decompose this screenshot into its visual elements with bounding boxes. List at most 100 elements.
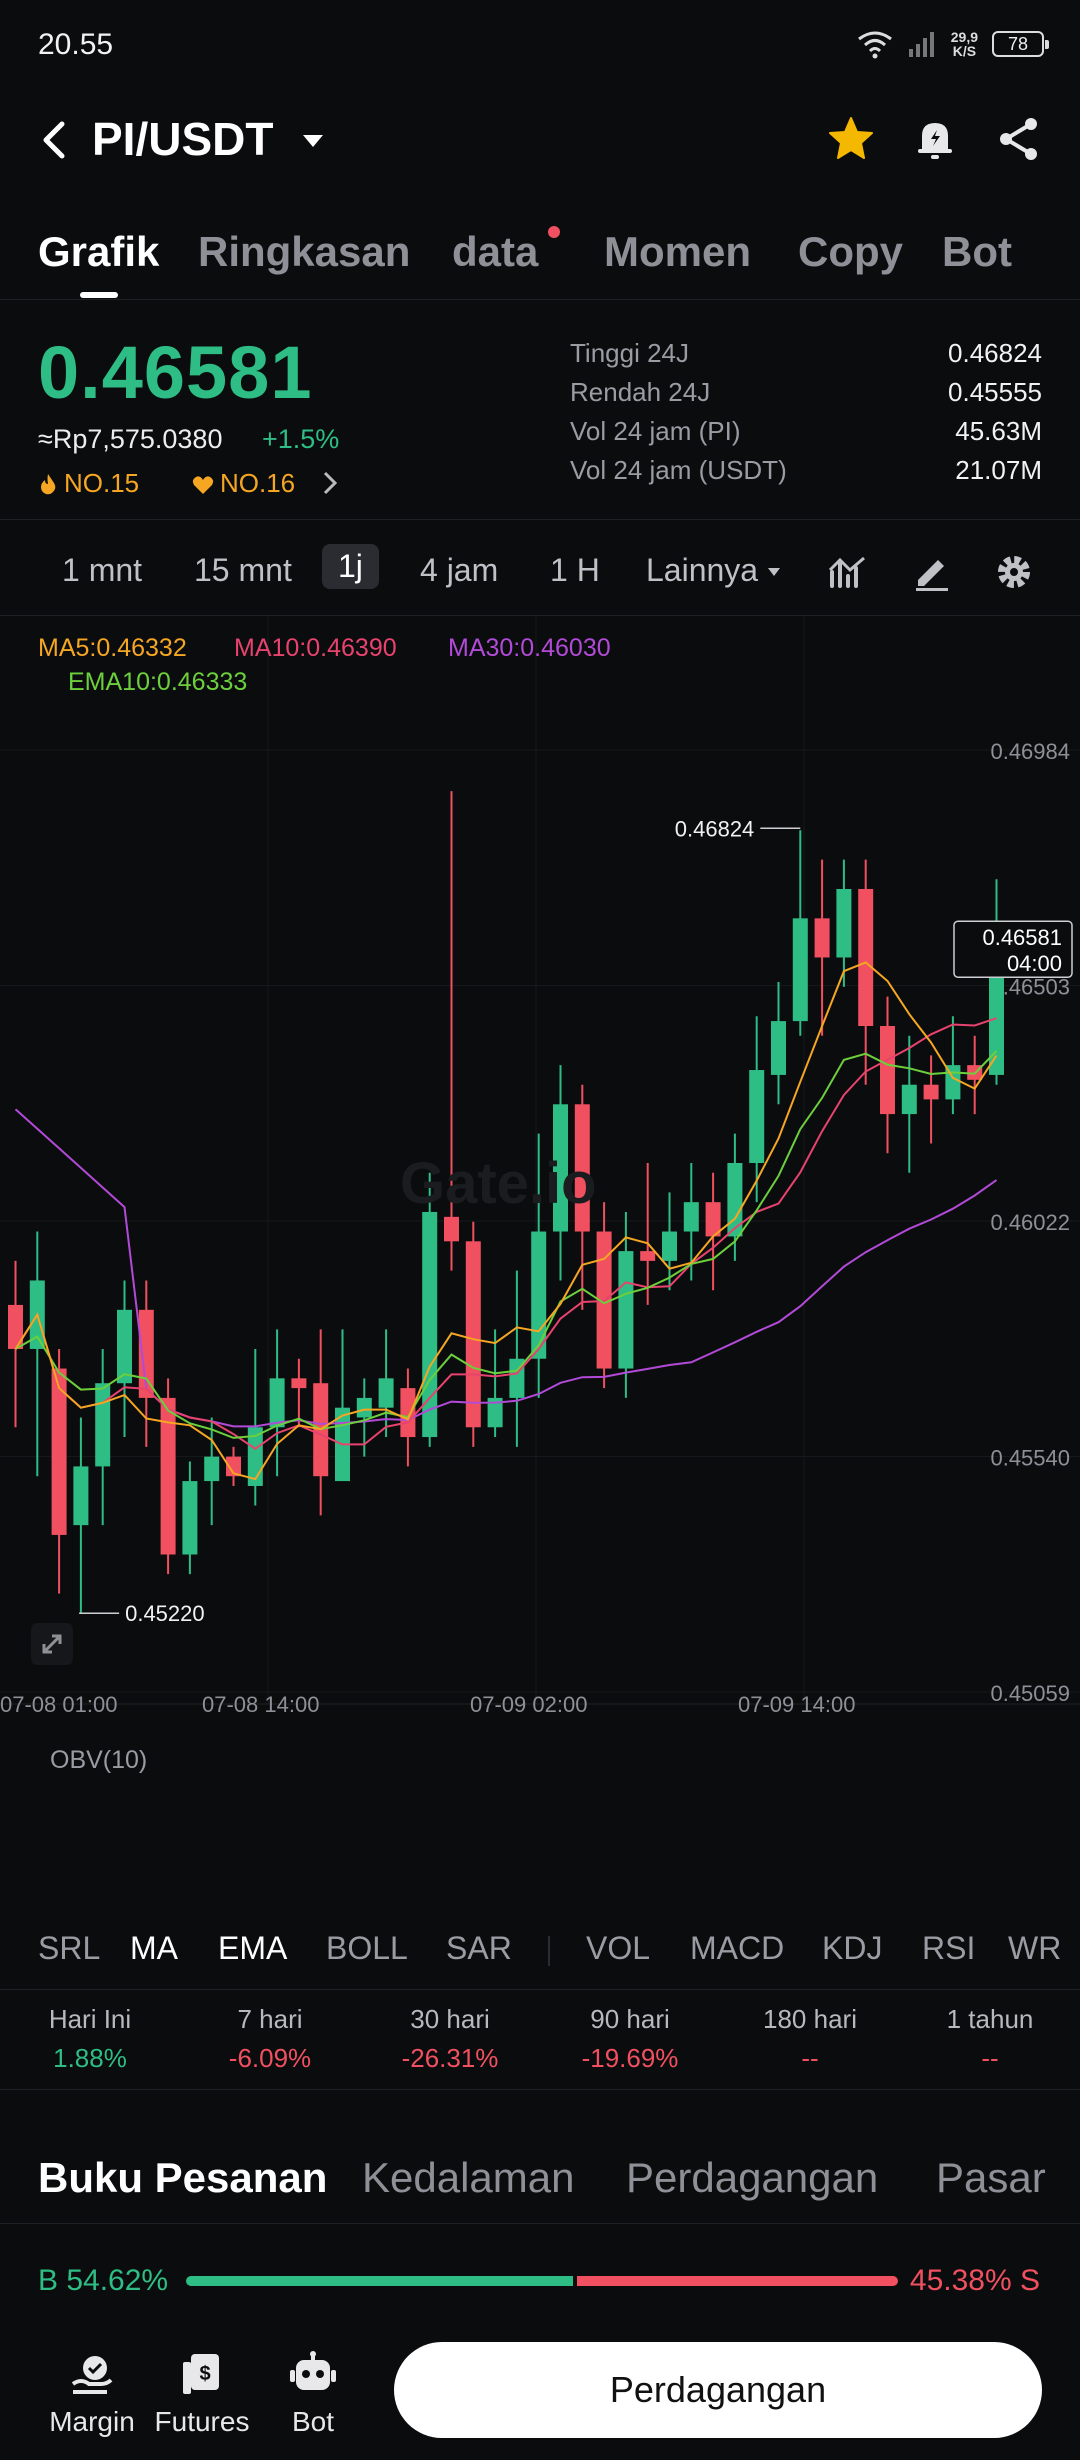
interval-1d[interactable]: 1 H (550, 552, 600, 588)
futures-icon: $ (183, 2354, 219, 2394)
candle-body (749, 1070, 765, 1164)
candle-body (618, 1251, 634, 1369)
indicator-wr[interactable]: WR (1008, 1930, 1062, 1966)
pair-header: PI/USDT (0, 100, 1080, 180)
candle-body (51, 1368, 67, 1535)
candle-body (160, 1397, 176, 1555)
y-tick-label: 0.45059 (990, 1681, 1070, 1706)
share-icon[interactable] (994, 114, 1044, 164)
indicator-kdj[interactable]: KDJ (822, 1930, 883, 1966)
candle-body (792, 918, 808, 1022)
candle-body (531, 1231, 547, 1359)
bottom-nav: Margin $ Futures Bot Perdagangan (0, 2318, 1080, 2460)
idr-price: ≈Rp7,575.0380 (38, 424, 223, 454)
change-percent: +1.5% (262, 424, 340, 454)
candle-body (662, 1231, 677, 1261)
performance-row: Hari Ini 1.88% 7 hari -6.09% 30 hari -26.31… (0, 1990, 1080, 2090)
indicator-ma[interactable]: MA (130, 1930, 178, 1966)
x-tick-label: 07-08 01:00 (0, 1692, 117, 1717)
expand-icon[interactable] (30, 1622, 74, 1666)
x-tick-label: 07-09 14:00 (738, 1692, 855, 1717)
perf-180d: 180 hari -- (763, 2004, 857, 2073)
tab-grafik[interactable]: Grafik (38, 228, 160, 275)
interval-1h[interactable]: 1j (322, 544, 379, 589)
main-tabs: Grafik Ringkasan data Momen Copy Bot (0, 220, 1080, 300)
tab-depth[interactable]: Kedalaman (362, 2154, 575, 2201)
trade-button[interactable]: Perdagangan (394, 2342, 1042, 2438)
tab-momen[interactable]: Momen (604, 228, 751, 275)
orderbook-tabs: Buku Pesanan Kedalaman Perdagangan Pasar (0, 2140, 1080, 2224)
draw-pencil-icon[interactable] (910, 550, 954, 594)
perf-30d: 30 hari -26.31% (401, 2004, 499, 2073)
candle-body (814, 918, 830, 958)
fire-icon (41, 474, 56, 495)
candle-body (400, 1388, 416, 1438)
indicator-srl[interactable]: SRL (38, 1930, 101, 1966)
ma5-line (14, 961, 998, 1481)
sell-ratio-label: 45.38% S (909, 2264, 1040, 2297)
candle-body (73, 1466, 89, 1526)
candle-body (923, 1084, 939, 1100)
watermark: Gate.io (400, 1151, 597, 1216)
back-arrow-icon[interactable] (36, 118, 76, 162)
fav-rank-badge[interactable]: NO.16 (192, 468, 295, 499)
interval-1m[interactable]: 1 mnt (62, 552, 143, 588)
indicator-sar[interactable]: SAR (446, 1930, 512, 1966)
candle-body (880, 1025, 895, 1115)
settings-gear-icon[interactable] (992, 550, 1036, 594)
chevron-right-icon[interactable] (322, 470, 338, 496)
interval-4h[interactable]: 4 jam (420, 552, 499, 588)
indicator-chart-icon[interactable] (826, 550, 870, 594)
nav-futures[interactable]: $ Futures (152, 2350, 252, 2438)
nav-bot[interactable]: Bot (263, 2350, 363, 2438)
stat-low: Rendah 24J 0.45555 (570, 377, 1042, 407)
interval-more[interactable]: Lainnya (646, 552, 781, 589)
battery-indicator: 78 (992, 31, 1049, 57)
sell-ratio-bar (576, 2276, 898, 2286)
candle-body (574, 1104, 590, 1232)
indicator-ema[interactable]: EMA (218, 1930, 288, 1966)
legend-ma10: MA10:0.46390 (234, 634, 397, 662)
margin-icon (71, 2356, 113, 2394)
stat-vol-usdt: Vol 24 jam (USDT) 21.07M (570, 455, 1042, 485)
hot-rank-badge[interactable]: NO.15 (38, 468, 139, 499)
tab-market[interactable]: Pasar (936, 2154, 1046, 2201)
current-price-countdown: 04:00 (1007, 951, 1062, 976)
perf-7d: 7 hari -6.09% (228, 2004, 312, 2073)
tab-trades[interactable]: Perdagangan (626, 2154, 879, 2201)
perf-today: Hari Ini 1.88% (48, 2004, 132, 2073)
buy-sell-ratio: B 54.62% 45.38% S (0, 2250, 1080, 2310)
pair-title[interactable]: PI/USDT (92, 113, 274, 165)
indicator-vol[interactable]: VOL (586, 1930, 651, 1966)
candle-body (182, 1481, 198, 1555)
interval-15m[interactable]: 15 mnt (194, 552, 292, 588)
tab-bot[interactable]: Bot (942, 228, 1012, 275)
price-alert-bell-icon[interactable] (910, 114, 960, 164)
legend-ma5: MA5:0.46332 (38, 634, 187, 662)
high-marker-label: 0.46824 (675, 816, 755, 841)
interval-bar: 1 mnt 15 mnt 1j 4 jam 1 H Lainnya (0, 530, 1080, 616)
candlestick-chart[interactable]: 0.46984 0.46503 0.46022 0.45540 0.45059 0.468… (0, 616, 1080, 1911)
candle-body (640, 1251, 656, 1261)
candle-body (356, 1397, 372, 1418)
candle-body (705, 1202, 721, 1237)
stat-high: Tinggi 24J 0.46824 (570, 338, 1042, 368)
tab-data[interactable]: data (452, 228, 539, 275)
current-price-tag (953, 920, 1073, 978)
last-price: 0.46581 (38, 331, 313, 414)
caret-down-icon[interactable] (302, 134, 324, 148)
y-tick-label: 0.46984 (990, 739, 1070, 764)
indicator-macd[interactable]: MACD (690, 1930, 785, 1966)
tab-order-book[interactable]: Buku Pesanan (38, 2154, 328, 2201)
indicator-divider (548, 1936, 550, 1966)
candle-body (487, 1397, 503, 1428)
indicator-boll[interactable]: BOLL (326, 1930, 408, 1966)
nav-margin[interactable]: Margin (42, 2350, 142, 2438)
tab-copy[interactable]: Copy (798, 228, 903, 275)
tab-ringkasan[interactable]: Ringkasan (198, 228, 411, 275)
favorite-star-icon[interactable] (826, 114, 876, 164)
candle-body (138, 1309, 154, 1398)
candle-body (444, 1216, 459, 1242)
candle-body (291, 1378, 307, 1389)
indicator-rsi[interactable]: RSI (922, 1930, 976, 1966)
